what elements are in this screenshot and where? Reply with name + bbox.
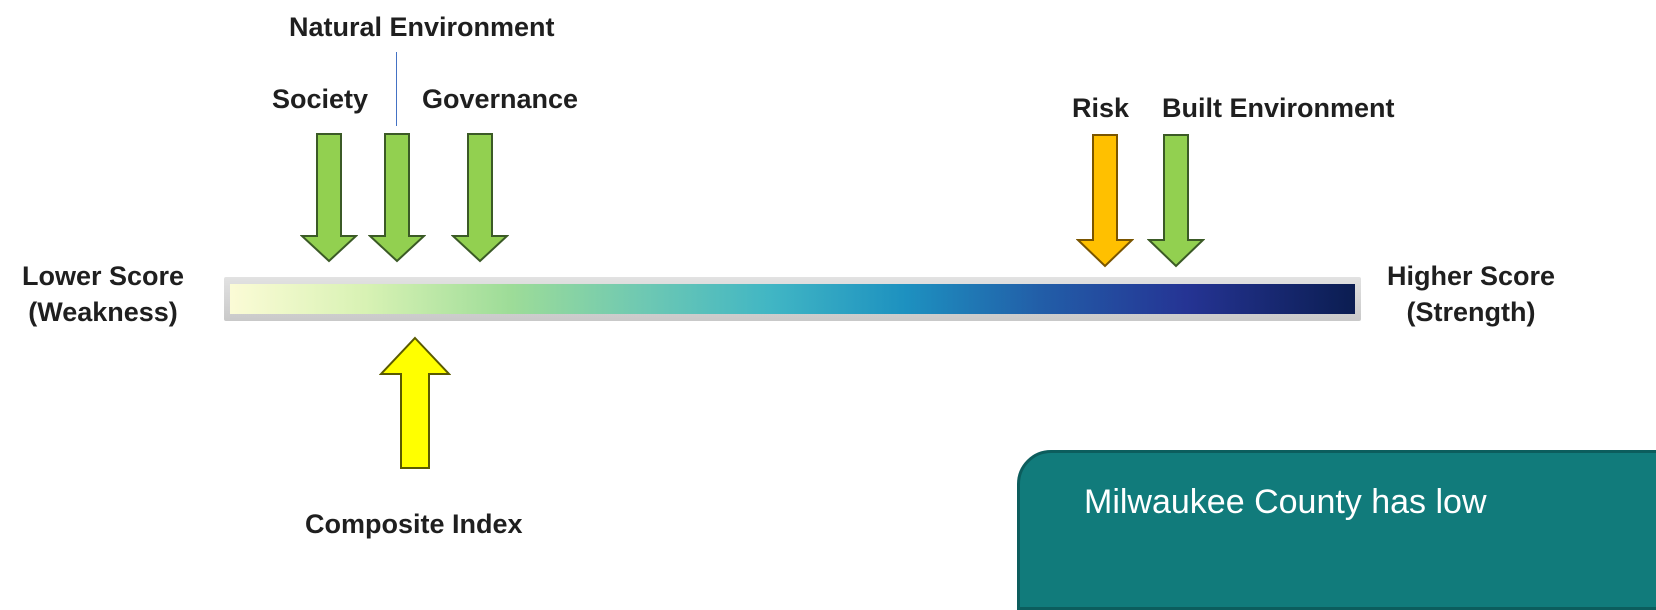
built-environment-arrow-icon bbox=[1147, 134, 1205, 268]
label-built-environment: Built Environment bbox=[1162, 93, 1395, 123]
lower-score-label: Lower Score (Weakness) bbox=[8, 258, 198, 331]
score-gradient-bar bbox=[224, 277, 1361, 321]
society-arrow-icon bbox=[300, 133, 358, 263]
label-society: Society bbox=[272, 84, 369, 114]
higher-score-line1: Higher Score bbox=[1386, 261, 1556, 291]
natural-environment-arrow-icon bbox=[368, 133, 426, 263]
score-gradient-fill bbox=[230, 284, 1355, 314]
higher-score-line2: (Strength) bbox=[1406, 297, 1536, 328]
summary-callout-text: Milwaukee County has low bbox=[1084, 483, 1487, 521]
label-risk: Risk bbox=[1072, 93, 1130, 123]
composite-index-arrow-icon bbox=[379, 336, 451, 469]
risk-arrow-icon bbox=[1076, 134, 1134, 268]
higher-score-label: Higher Score (Strength) bbox=[1366, 258, 1576, 331]
label-composite-index: Composite Index bbox=[305, 509, 523, 539]
lower-score-line2: (Weakness) bbox=[28, 297, 178, 328]
natural-environment-leader-line bbox=[396, 52, 397, 126]
lower-score-line1: Lower Score bbox=[21, 261, 185, 291]
summary-callout: Milwaukee County has low bbox=[1017, 450, 1656, 610]
governance-arrow-icon bbox=[451, 133, 509, 263]
label-natural-environment: Natural Environment bbox=[289, 12, 555, 42]
label-governance: Governance bbox=[422, 84, 579, 114]
